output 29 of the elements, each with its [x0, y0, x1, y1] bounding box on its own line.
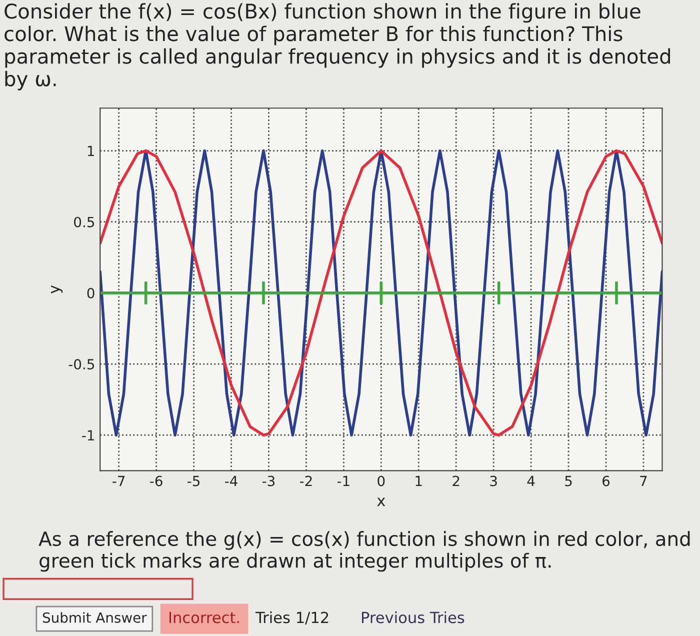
y-tick-label: 1 — [88, 146, 94, 156]
text: Tries 1/12 — [255, 611, 328, 624]
x-tick-label: 3 — [490, 476, 497, 486]
y-axis-title: y — [51, 285, 63, 294]
text: Incorrect. — [170, 612, 239, 624]
y-tick-label: -1 — [82, 430, 94, 440]
line-series — [100, 149, 662, 436]
x-tick-label: -7 — [112, 476, 125, 486]
chart-title: Consider the f(x) = cos(Bx) function shown in the figure in blue color. What is the value of parameter B for this function? This parameter is called angular frequency in physics and it is denoted by ω. — [4, 3, 670, 90]
x-tick-label: 4 — [527, 476, 535, 486]
y-tick-label: 0 — [87, 288, 94, 298]
x-tick-label: -5 — [188, 476, 200, 486]
x-tick-label: 0 — [378, 476, 385, 486]
x-axis-title: x — [377, 498, 386, 506]
text: Submit Answer — [42, 612, 147, 623]
x-tick-label: -2 — [300, 476, 312, 486]
y-tick-label: 0.5 — [74, 216, 94, 228]
x-tick-label: -1 — [337, 476, 350, 486]
x-tick-label: 7 — [640, 476, 647, 486]
x-tick-label: 2 — [452, 476, 460, 486]
x-tick-label: 1 — [416, 476, 422, 486]
x-tick-label: -6 — [150, 476, 162, 486]
x-tick-label: -4 — [225, 476, 238, 486]
x-tick-label: -3 — [262, 476, 275, 486]
text: Previous Tries — [362, 611, 464, 624]
text: As a reference the g(x) = cos(x) function is shown in red color, and green tick marks are drawn at integer multiples of π. — [38, 531, 690, 572]
x-tick-label: 5 — [565, 476, 572, 486]
y-tick-label: -0.5 — [68, 358, 94, 370]
x-tick-label: 6 — [602, 476, 610, 486]
